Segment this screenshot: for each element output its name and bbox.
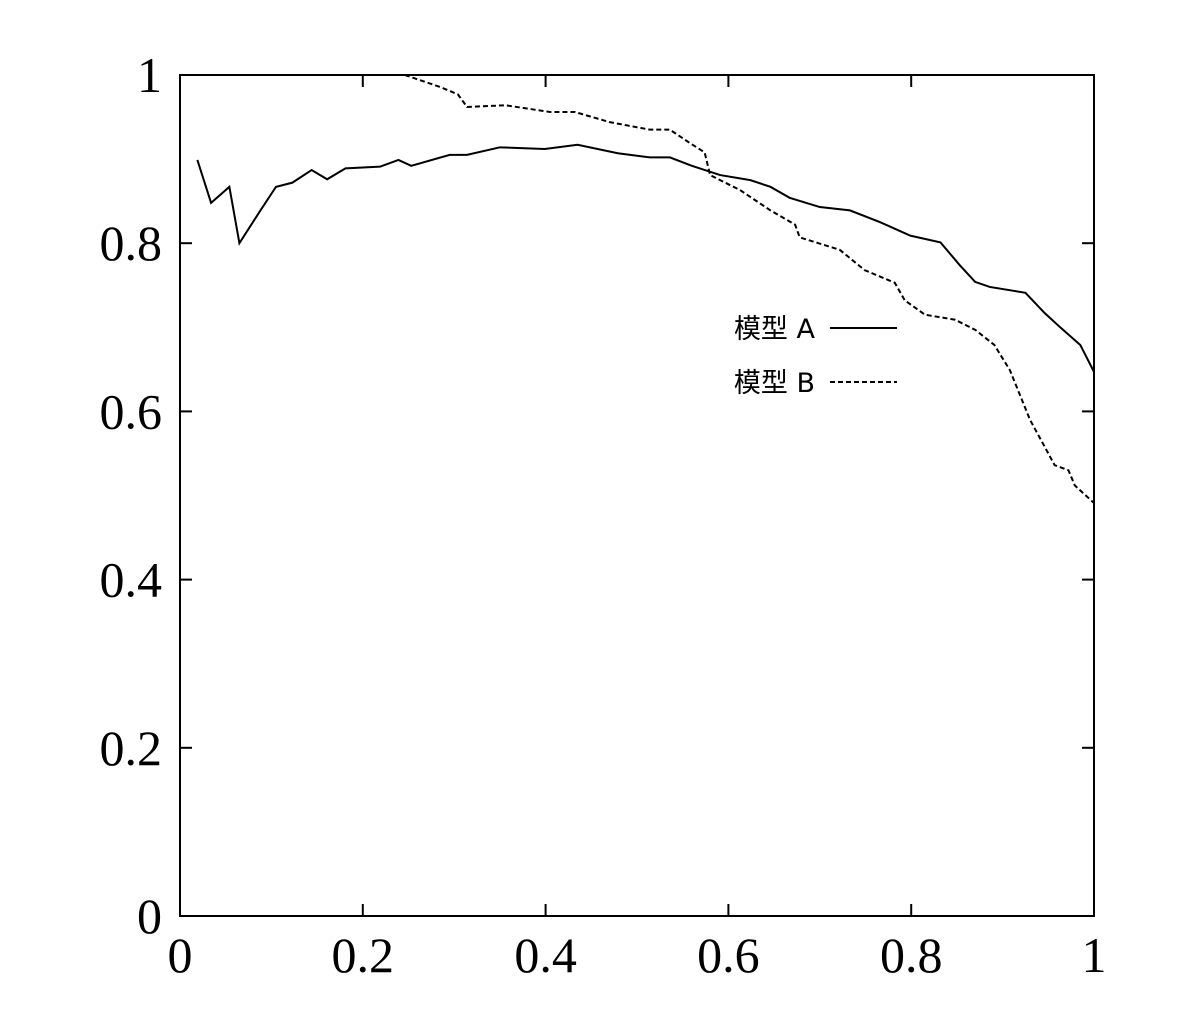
x-tick-label: 0 [168, 927, 193, 983]
y-tick-label: 0 [137, 888, 162, 944]
x-tick-label: 1 [1082, 927, 1107, 983]
series-line [196, 143, 1095, 373]
y-tick-label: 0.2 [100, 720, 163, 776]
x-tick-label: 0.4 [514, 927, 577, 983]
y-tick-label: 1 [137, 47, 162, 103]
legend-label: 模型 A [734, 314, 816, 345]
plot-frame [179, 74, 1095, 917]
legend-label: 模型 B [734, 368, 815, 399]
y-tick-label: 0.4 [100, 552, 163, 608]
x-tick-label: 0.2 [332, 927, 395, 983]
series-line [404, 74, 1095, 504]
y-tick-label: 0.6 [100, 383, 163, 439]
y-tick-label: 0.8 [100, 215, 163, 271]
x-tick-label: 0.8 [880, 927, 943, 983]
x-tick-label: 0.6 [697, 927, 760, 983]
